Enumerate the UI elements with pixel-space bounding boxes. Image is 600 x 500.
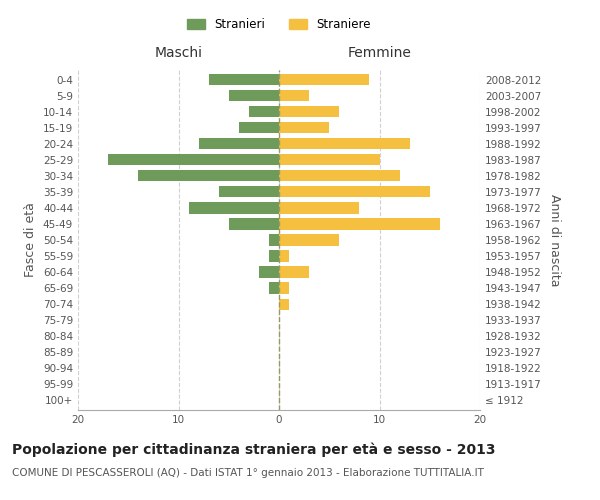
Bar	[199, 138, 279, 149]
Bar	[239, 122, 279, 134]
Bar	[269, 250, 279, 262]
Bar	[279, 282, 289, 294]
Bar	[279, 250, 289, 262]
Bar	[259, 266, 279, 278]
Bar	[218, 186, 279, 198]
Y-axis label: Fasce di età: Fasce di età	[25, 202, 37, 278]
Text: Popolazione per cittadinanza straniera per età e sesso - 2013: Popolazione per cittadinanza straniera p…	[12, 442, 496, 457]
Bar	[279, 202, 359, 213]
Bar	[249, 106, 279, 118]
Bar	[188, 202, 279, 213]
Bar	[279, 90, 309, 102]
Bar	[279, 218, 440, 230]
Bar	[279, 106, 340, 118]
Text: Maschi: Maschi	[155, 46, 203, 60]
Bar	[209, 74, 279, 85]
Bar	[279, 234, 340, 246]
Bar	[269, 234, 279, 246]
Text: COMUNE DI PESCASSEROLI (AQ) - Dati ISTAT 1° gennaio 2013 - Elaborazione TUTTITAL: COMUNE DI PESCASSEROLI (AQ) - Dati ISTAT…	[12, 468, 484, 477]
Bar	[279, 154, 380, 166]
Bar	[279, 298, 289, 310]
Bar	[279, 138, 410, 149]
Bar	[279, 122, 329, 134]
Y-axis label: Anni di nascita: Anni di nascita	[548, 194, 561, 286]
Bar	[279, 74, 370, 85]
Legend: Stranieri, Straniere: Stranieri, Straniere	[187, 18, 371, 31]
Bar	[138, 170, 279, 181]
Text: Femmine: Femmine	[347, 46, 412, 60]
Bar	[279, 170, 400, 181]
Bar	[229, 90, 279, 102]
Bar	[108, 154, 279, 166]
Bar	[269, 282, 279, 294]
Bar	[279, 266, 309, 278]
Bar	[279, 186, 430, 198]
Bar	[229, 218, 279, 230]
